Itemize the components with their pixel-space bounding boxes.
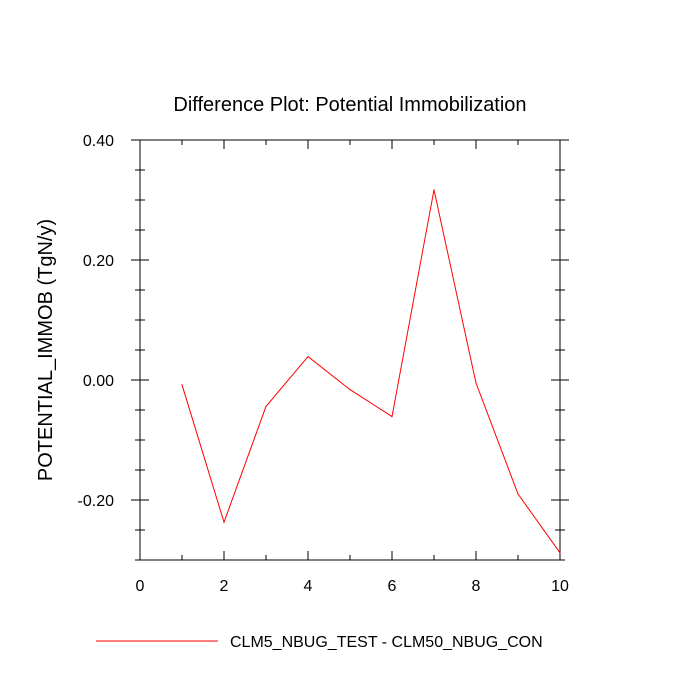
axis-ticks bbox=[131, 139, 569, 561]
data-point bbox=[391, 416, 393, 418]
series-line bbox=[181, 189, 561, 554]
plot-frame bbox=[139, 139, 561, 561]
data-point bbox=[559, 552, 561, 554]
axis-tick-labels: 0 2 4 6 8 10 0.40 0.20 0.00 -0.20 bbox=[78, 133, 569, 595]
data-point bbox=[475, 382, 477, 384]
data-point bbox=[517, 493, 519, 495]
legend-label: CLM5_NBUG_TEST - CLM50_NBUG_CON bbox=[230, 634, 543, 651]
data-point bbox=[349, 389, 351, 391]
x-tick-label: 8 bbox=[472, 578, 481, 595]
y-tick-label: 0.40 bbox=[83, 133, 114, 150]
y-axis-label: POTENTIAL_IMMOB (TgN/y) bbox=[35, 219, 57, 481]
legend: CLM5_NBUG_TEST - CLM50_NBUG_CON bbox=[96, 634, 543, 651]
y-tick-label: 0.00 bbox=[83, 373, 114, 390]
x-tick-label: 10 bbox=[551, 578, 569, 595]
y-tick-label: 0.20 bbox=[83, 253, 114, 270]
x-tick-label: 0 bbox=[136, 578, 145, 595]
data-point bbox=[181, 384, 183, 386]
chart-title: Difference Plot: Potential Immobilizatio… bbox=[173, 94, 526, 116]
data-point bbox=[265, 405, 267, 407]
y-tick-label: -0.20 bbox=[78, 493, 115, 510]
data-point bbox=[433, 189, 435, 191]
x-tick-label: 2 bbox=[220, 578, 229, 595]
data-point bbox=[223, 521, 225, 523]
series-layer bbox=[181, 189, 561, 554]
data-point bbox=[307, 356, 309, 358]
x-tick-label: 6 bbox=[388, 578, 397, 595]
x-tick-label: 4 bbox=[304, 578, 313, 595]
